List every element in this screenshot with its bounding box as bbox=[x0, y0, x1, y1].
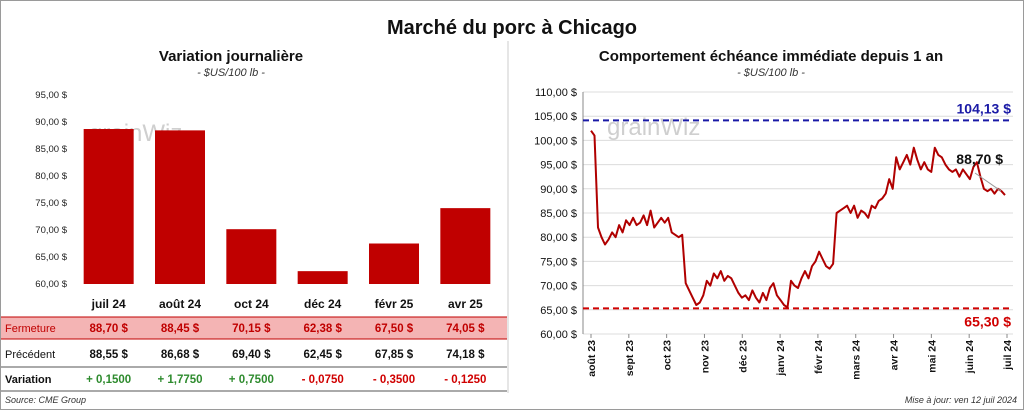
y-tick-label: 75,00 $ bbox=[35, 198, 67, 209]
table-cell: 67,50 $ bbox=[375, 323, 414, 335]
y-tick-label: 70,00 $ bbox=[540, 281, 577, 293]
watermark: grainWiz bbox=[607, 114, 700, 141]
bar bbox=[297, 271, 348, 284]
table-cell: - 0,1250 bbox=[444, 374, 486, 386]
high-label: 104,13 $ bbox=[957, 100, 1012, 116]
y-tick-label: 105,00 $ bbox=[534, 111, 577, 123]
y-tick-label: 85,00 $ bbox=[540, 208, 577, 220]
x-tick-label: avr 25 bbox=[448, 297, 483, 311]
right-subtitle: Comportement échéance immédiate depuis 1… bbox=[598, 48, 944, 65]
x-tick-label: mai 24 bbox=[926, 340, 938, 373]
x-tick-label: juil 24 bbox=[1002, 340, 1014, 371]
left-units: - $US/100 lb - bbox=[197, 67, 265, 79]
table-cell: 74,18 $ bbox=[446, 349, 485, 361]
x-tick-label: janv 24 bbox=[775, 340, 787, 377]
table-cell: 62,45 $ bbox=[303, 349, 342, 361]
x-tick-label: déc 23 bbox=[737, 340, 749, 373]
y-tick-label: 80,00 $ bbox=[35, 171, 67, 182]
bar bbox=[155, 130, 205, 284]
x-tick-label: juil 24 bbox=[91, 297, 126, 311]
table-cell: 88,70 $ bbox=[89, 323, 128, 335]
x-tick-label: août 23 bbox=[586, 340, 598, 377]
last-value-label: 88,70 $ bbox=[956, 151, 1003, 167]
bar bbox=[440, 208, 491, 284]
bar bbox=[369, 243, 419, 284]
x-tick-label: sept 23 bbox=[624, 340, 636, 376]
table-row-label: Fermeture bbox=[5, 323, 56, 335]
table-row-bg bbox=[1, 317, 507, 339]
table-cell: 88,55 $ bbox=[89, 349, 128, 361]
y-tick-label: 95,00 $ bbox=[35, 90, 67, 101]
x-tick-label: juin 24 bbox=[964, 340, 976, 374]
y-tick-label: 85,00 $ bbox=[35, 144, 67, 155]
x-tick-label: déc 24 bbox=[304, 297, 342, 311]
x-tick-label: août 24 bbox=[159, 297, 201, 311]
right-units: - $US/100 lb - bbox=[737, 67, 805, 79]
y-tick-label: 95,00 $ bbox=[540, 160, 577, 172]
table-row-label: Précédent bbox=[5, 349, 55, 361]
left-bar-chart: 60,00 $ 65,00 $ 70,00 $ 75,00 $ 80,00 $ 85,00… bbox=[1, 41, 509, 393]
y-tick-label: 110,00 $ bbox=[535, 87, 577, 99]
price-series-line bbox=[590, 130, 1006, 309]
table-cell: 86,68 $ bbox=[161, 349, 200, 361]
table-cell: + 1,7750 bbox=[157, 374, 202, 386]
table-cell: - 0,3500 bbox=[373, 374, 415, 386]
low-label: 65,30 $ bbox=[964, 313, 1011, 329]
x-tick-label: mars 24 bbox=[851, 340, 863, 380]
left-subtitle: Variation journalière bbox=[158, 48, 304, 65]
y-tick-label: 100,00 $ bbox=[534, 135, 577, 147]
source-note: Source: CME Group bbox=[5, 395, 87, 405]
y-tick-label: 60,00 $ bbox=[540, 329, 577, 341]
y-tick-label: 65,00 $ bbox=[35, 252, 67, 263]
table-cell: 88,45 $ bbox=[161, 323, 200, 335]
y-tick-label: 80,00 $ bbox=[540, 232, 577, 244]
y-tick-label: 70,00 $ bbox=[35, 225, 67, 236]
x-tick-label: févr 25 bbox=[375, 297, 414, 311]
table-cell: 62,38 $ bbox=[303, 323, 342, 335]
bar bbox=[83, 129, 134, 284]
main-title: Marché du porc à Chicago bbox=[386, 17, 638, 39]
table-cell: 70,15 $ bbox=[232, 323, 271, 335]
x-tick-label: nov 23 bbox=[699, 340, 711, 373]
last-value-leader bbox=[974, 172, 1002, 192]
y-tick-label: 90,00 $ bbox=[540, 184, 577, 196]
y-tick-label: 75,00 $ bbox=[540, 256, 577, 268]
y-tick-label: 90,00 $ bbox=[35, 117, 67, 128]
x-tick-label: oct 24 bbox=[234, 297, 269, 311]
table-cell: 74,05 $ bbox=[446, 323, 485, 335]
table-cell: 69,40 $ bbox=[232, 349, 271, 361]
x-tick-label: févr 24 bbox=[813, 340, 825, 374]
table-row-label: Variation bbox=[5, 374, 52, 386]
table-cell: 67,85 $ bbox=[375, 349, 414, 361]
y-tick-label: 65,00 $ bbox=[540, 305, 577, 317]
bar bbox=[226, 229, 277, 284]
table-cell: + 0,7500 bbox=[229, 374, 274, 386]
y-tick-label: 60,00 $ bbox=[35, 279, 67, 290]
x-tick-label: avr 24 bbox=[889, 340, 901, 371]
update-note: Mise à jour: ven 12 juil 2024 bbox=[904, 395, 1017, 405]
x-tick-label: oct 23 bbox=[662, 340, 674, 371]
table-cell: + 0,1500 bbox=[86, 374, 131, 386]
table-cell: - 0,0750 bbox=[302, 374, 344, 386]
